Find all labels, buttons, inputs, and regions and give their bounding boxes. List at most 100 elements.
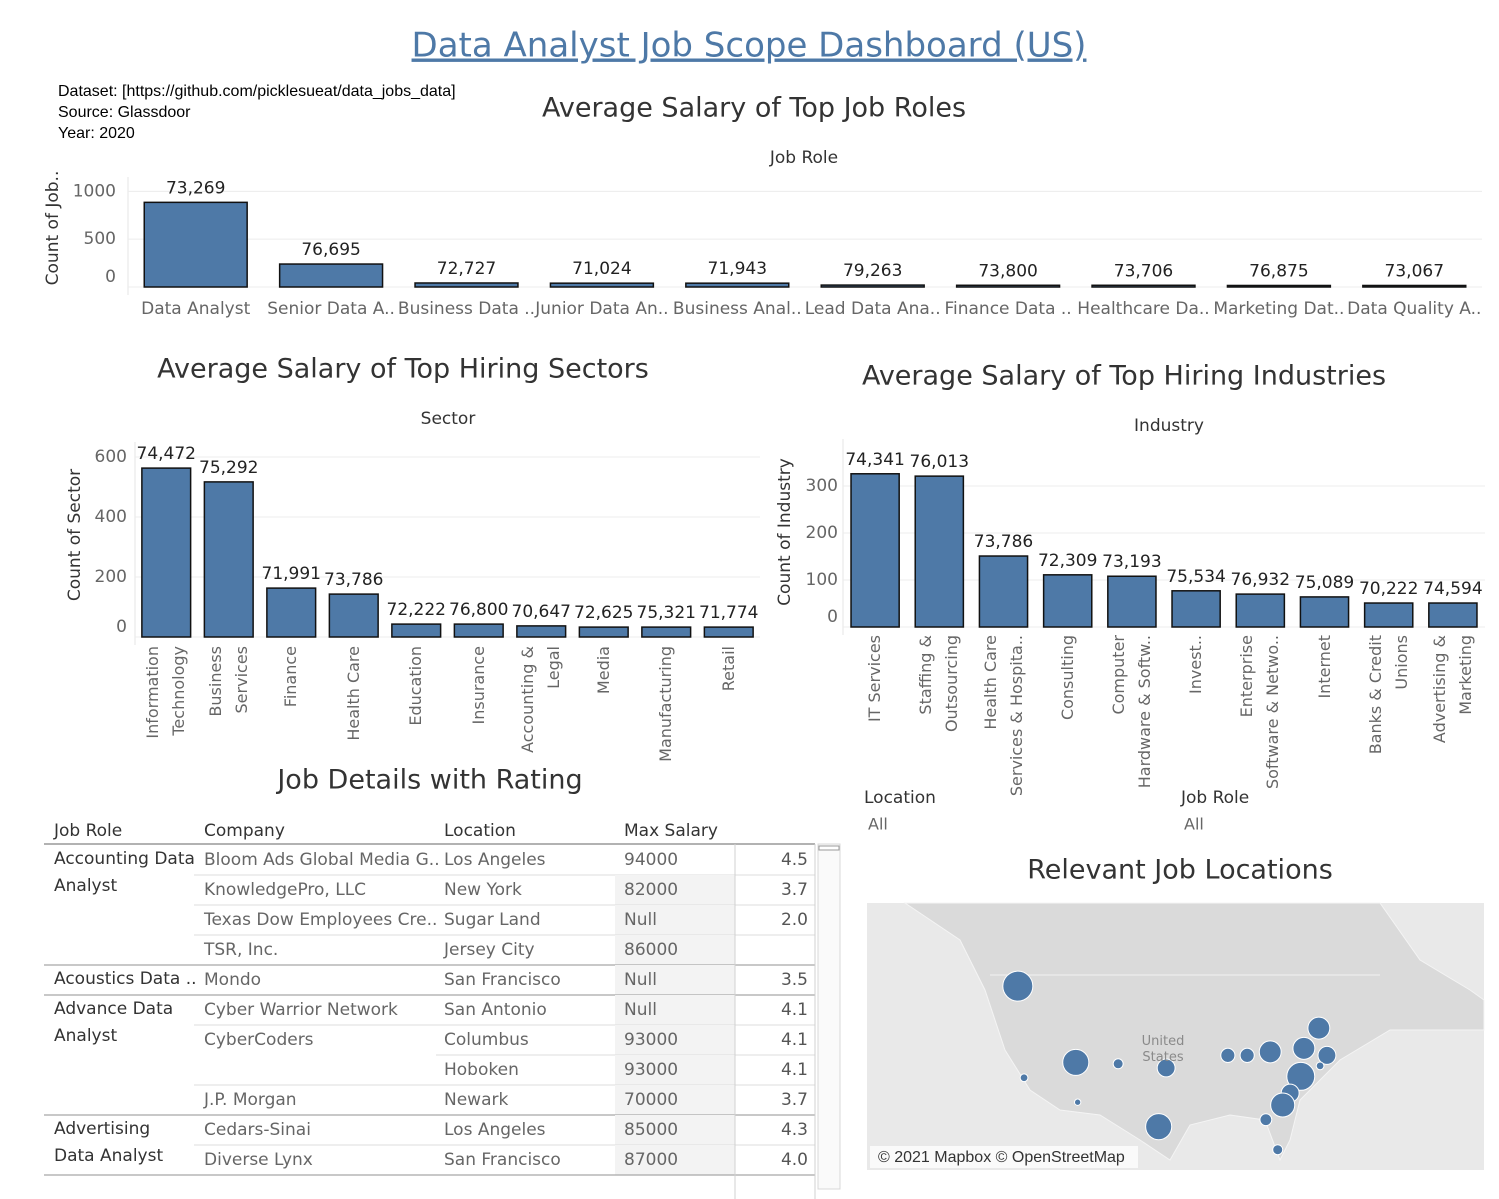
bar [414,282,519,288]
bar [141,467,192,638]
salary-cell-shade [615,935,735,965]
bar [266,587,317,638]
x-tick-label: Business Data .. [398,299,535,319]
rating-cell: 3.7 [781,1090,808,1110]
bar [914,475,965,628]
y-tick-label: 0 [105,267,116,287]
x-tick-label: Advertising & Marketing [1429,635,1475,744]
rating-cell: 2.0 [781,910,808,930]
x-tick-label: Data Analyst [141,299,250,319]
column-header: Job Role [53,821,122,841]
column-header: Max Salary [624,821,718,841]
salary-cell-shade [615,905,735,935]
x-axis-title: Sector [421,409,476,429]
x-tick-label: Retail [718,646,738,692]
attribution-box [870,1146,1138,1168]
salary-cell-shade [615,995,735,1025]
y-axis-title: Count of Job.. [43,171,63,286]
x-tick-label: Health Care Services & Hospita.. [980,635,1026,797]
x-tick-label: Marketing Dat.. [1213,299,1344,319]
x-tick-label: Banks & Credit Unions [1365,635,1411,755]
company-cell: TSR, Inc. [203,940,278,960]
company-cell: CyberCoders [204,1030,314,1050]
bar [1428,602,1478,628]
x-tick-label: Enterprise Software & Netwo.. [1237,635,1283,790]
max-salary-cell: 87000 [624,1150,678,1170]
filter-value[interactable]: All [1184,815,1204,834]
filter-label: Location [864,788,936,808]
bar [328,593,379,638]
x-tick-label: Health Care [343,646,363,741]
bar [1235,593,1286,628]
info-line: Dataset: [https://github.com/picklesueat… [58,83,456,100]
bar [703,626,754,638]
table-title: Job Details with Rating [275,765,582,796]
rating-cell: 4.0 [781,1150,808,1170]
y-tick-label: 200 [806,523,838,543]
location-bubble [1112,1058,1124,1070]
chart-title: Relevant Job Locations [1027,855,1333,886]
company-cell: Cyber Warrior Network [204,1000,398,1020]
chart-title: Average Salary of Top Hiring Industries [862,361,1386,392]
bar [685,282,790,288]
data-label: 70,222 [1359,579,1418,599]
location-bubble [1002,970,1034,1002]
location-bubble [1286,1061,1316,1091]
max-salary-cell: 94000 [624,850,678,870]
column-header: Location [444,821,516,841]
data-label: 79,263 [843,261,902,281]
location-cell: San Francisco [444,970,561,990]
company-cell: Cedars-Sinai [204,1120,311,1140]
x-tick-label: Data Quality A.. [1347,299,1481,319]
data-label: 76,013 [910,452,969,472]
filter-value[interactable]: All [868,815,888,834]
info-line: Year: 2020 [58,125,135,142]
data-label: 74,472 [137,444,196,464]
max-salary-cell: 82000 [624,880,678,900]
bar [641,626,692,638]
data-label: 72,309 [1038,551,1097,571]
scrollbar-thumb [818,845,840,851]
data-label: 72,625 [574,603,633,623]
location-cell: Los Angeles [444,1120,546,1140]
x-axis-title: Industry [1134,416,1204,436]
location-cell: Newark [444,1090,508,1110]
bar [1226,284,1332,288]
info-line: Source: Glassdoor [58,104,191,121]
location-bubble [1019,1073,1029,1083]
data-label: 73,193 [1102,552,1161,572]
location-bubble [1270,1092,1296,1118]
data-label: 71,943 [708,259,767,279]
salary-cell-shade [615,1145,735,1175]
rating-cell: 3.5 [781,970,808,990]
location-bubble [1317,1045,1337,1065]
data-label: 72,222 [387,600,446,620]
x-tick-label: Business Anal.. [673,299,802,319]
salary-cell-shade [615,1115,735,1145]
rating-cell: 3.7 [781,880,808,900]
bar [453,623,504,638]
data-label: 75,321 [637,603,696,623]
max-salary-cell: 93000 [624,1030,678,1050]
job-role-cell: Accounting Data Analyst [54,849,195,896]
rating-cell: 4.1 [781,1030,808,1050]
y-tick-label: 400 [95,507,127,527]
location-cell: Sugar Land [444,910,541,930]
job-role-cell: Acoustics Data .. [54,969,197,989]
max-salary-cell: 70000 [624,1090,678,1110]
data-label: 73,706 [1114,261,1173,281]
x-tick-label: Consulting [1057,635,1077,721]
rating-cell: 4.1 [781,1060,808,1080]
location-bubble [1073,1098,1082,1106]
bar [1171,590,1221,628]
location-bubble [1220,1047,1236,1063]
company-cell: J.P. Morgan [203,1090,297,1110]
location-bubble [1145,1113,1173,1141]
data-label: 71,991 [262,564,321,584]
x-tick-label: Junior Data An.. [534,299,668,319]
rating-cell: 4.3 [781,1120,808,1140]
bar [578,626,629,638]
bar [278,263,384,288]
location-bubble [1239,1047,1255,1063]
